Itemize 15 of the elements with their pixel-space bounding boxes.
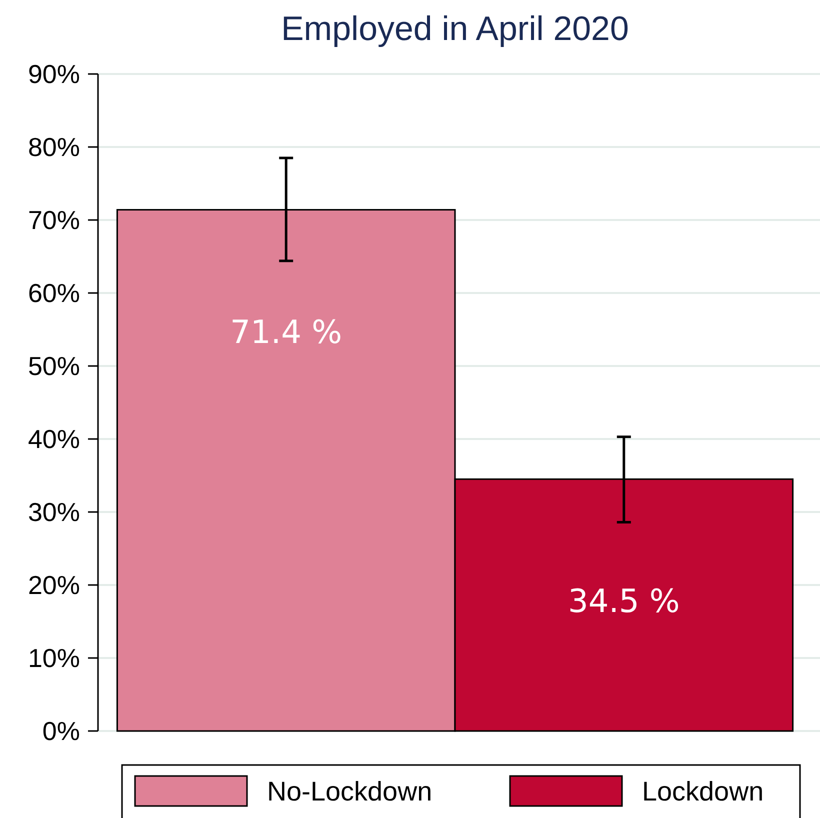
data-label: 34.5 % xyxy=(568,582,680,620)
chart-title: Employed in April 2020 xyxy=(281,10,629,48)
y-tick-label: 20% xyxy=(28,570,80,600)
y-tick-label: 60% xyxy=(28,278,80,308)
y-tick-label: 10% xyxy=(28,643,80,674)
y-tick-label: 50% xyxy=(28,351,80,382)
y-tick-label: 80% xyxy=(28,132,80,162)
y-tick-label: 0% xyxy=(42,716,80,746)
y-tick-label: 30% xyxy=(28,497,80,528)
data-label: 71.4 % xyxy=(230,312,342,351)
y-tick-label: 40% xyxy=(28,424,80,454)
legend-label: No-Lockdown xyxy=(267,776,432,806)
y-tick-label: 90% xyxy=(28,59,80,90)
y-tick-label: 70% xyxy=(28,205,80,236)
legend-label: Lockdown xyxy=(642,776,764,806)
